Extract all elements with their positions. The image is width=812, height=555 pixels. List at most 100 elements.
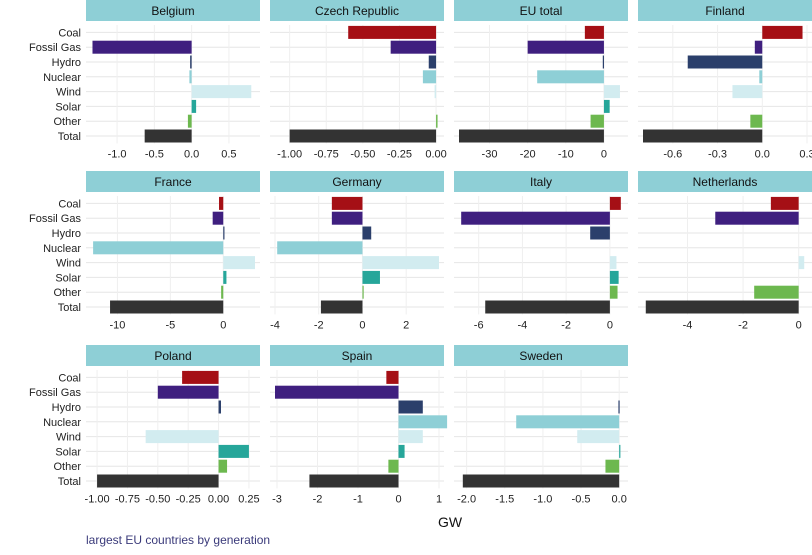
bar xyxy=(759,70,763,84)
panel-title: France xyxy=(154,175,192,189)
bar xyxy=(398,400,423,414)
panel-strip xyxy=(638,171,812,192)
panel-strip xyxy=(270,0,444,21)
bar xyxy=(590,226,610,240)
x-tick-label: -0.75 xyxy=(314,148,339,160)
bar xyxy=(398,444,405,458)
bar xyxy=(609,196,621,210)
x-tick-label: -10 xyxy=(109,319,125,331)
x-tick-label: -2.0 xyxy=(457,493,476,505)
x-tick-label: -30 xyxy=(482,148,498,160)
bar xyxy=(309,474,399,488)
panel-strip xyxy=(86,171,260,192)
category-label: Fossil Gas xyxy=(29,387,81,399)
x-tick-label: -1 xyxy=(353,493,363,505)
category-label: Fossil Gas xyxy=(29,213,81,225)
bar xyxy=(603,99,610,113)
x-tick-label: 0 xyxy=(607,319,613,331)
x-tick-label: -4 xyxy=(683,319,693,331)
category-label: Total xyxy=(58,476,81,488)
panel-strip xyxy=(638,0,812,21)
panel-strip xyxy=(270,171,444,192)
panel-strip xyxy=(86,0,260,21)
category-label: Coal xyxy=(58,372,81,384)
x-tick-label: -0.25 xyxy=(176,493,201,505)
bar xyxy=(485,300,610,314)
panel-title: Italy xyxy=(530,175,552,189)
bar xyxy=(687,55,763,69)
x-tick-label: -0.50 xyxy=(145,493,170,505)
x-tick-label: 0 xyxy=(601,148,607,160)
x-tick-label: -3 xyxy=(272,493,282,505)
x-tick-label: -0.50 xyxy=(350,148,375,160)
chart-caption: largest EU countries by generation xyxy=(86,533,271,547)
bar xyxy=(750,114,763,128)
bar xyxy=(275,385,399,399)
panel-title: EU total xyxy=(520,4,563,18)
bar xyxy=(331,211,363,225)
bar xyxy=(643,129,763,143)
x-tick-label: 0.00 xyxy=(425,148,446,160)
bar xyxy=(609,256,617,270)
bar xyxy=(191,85,252,99)
x-tick-label: 0.3 xyxy=(799,148,812,160)
bar xyxy=(762,25,803,39)
bar xyxy=(603,85,620,99)
bar xyxy=(388,459,399,473)
bar xyxy=(770,196,799,210)
panel-title: Sweden xyxy=(519,349,562,363)
bar xyxy=(223,226,225,240)
bar xyxy=(754,40,763,54)
bar xyxy=(219,196,224,210)
bar xyxy=(218,400,221,414)
panel-title: Finland xyxy=(705,4,744,18)
bar xyxy=(218,444,249,458)
bar xyxy=(362,270,380,284)
bar xyxy=(732,85,763,99)
x-tick-label: 0.0 xyxy=(184,148,199,160)
x-tick-label: -2 xyxy=(561,319,571,331)
panel-title: Czech Republic xyxy=(315,4,399,18)
bar xyxy=(223,270,227,284)
category-label: Hydro xyxy=(52,402,81,414)
x-tick-label: 0 xyxy=(395,493,401,505)
x-tick-label: -1.0 xyxy=(108,148,127,160)
category-label: Wind xyxy=(56,432,81,444)
category-label: Nuclear xyxy=(43,417,81,429)
bar xyxy=(436,114,438,128)
x-tick-label: 2 xyxy=(403,319,409,331)
bar xyxy=(619,444,621,458)
bar xyxy=(212,211,224,225)
category-label: Solar xyxy=(55,272,81,284)
bar xyxy=(223,256,255,270)
panel-strip xyxy=(454,0,628,21)
bar xyxy=(348,25,437,39)
bar xyxy=(609,285,618,299)
bar xyxy=(618,400,620,414)
bar xyxy=(602,55,604,69)
bar xyxy=(93,241,224,255)
bar xyxy=(459,129,604,143)
bar xyxy=(110,300,224,314)
bar xyxy=(145,430,219,444)
panel-title: Poland xyxy=(154,349,191,363)
bar xyxy=(461,211,610,225)
bar xyxy=(609,270,619,284)
bar xyxy=(289,129,437,143)
x-tick-label: -0.25 xyxy=(387,148,412,160)
x-tick-label: -4 xyxy=(518,319,528,331)
category-label: Coal xyxy=(58,27,81,39)
bar xyxy=(362,226,372,240)
bar xyxy=(277,241,363,255)
bar xyxy=(516,415,620,429)
bar xyxy=(187,114,192,128)
bar xyxy=(362,285,364,299)
x-tick-label: 0.00 xyxy=(208,493,229,505)
category-label: Total xyxy=(58,131,81,143)
bar xyxy=(584,25,604,39)
bar xyxy=(157,385,219,399)
x-tick-label: -0.5 xyxy=(145,148,164,160)
x-tick-label: 1 xyxy=(436,493,442,505)
bar xyxy=(331,196,363,210)
